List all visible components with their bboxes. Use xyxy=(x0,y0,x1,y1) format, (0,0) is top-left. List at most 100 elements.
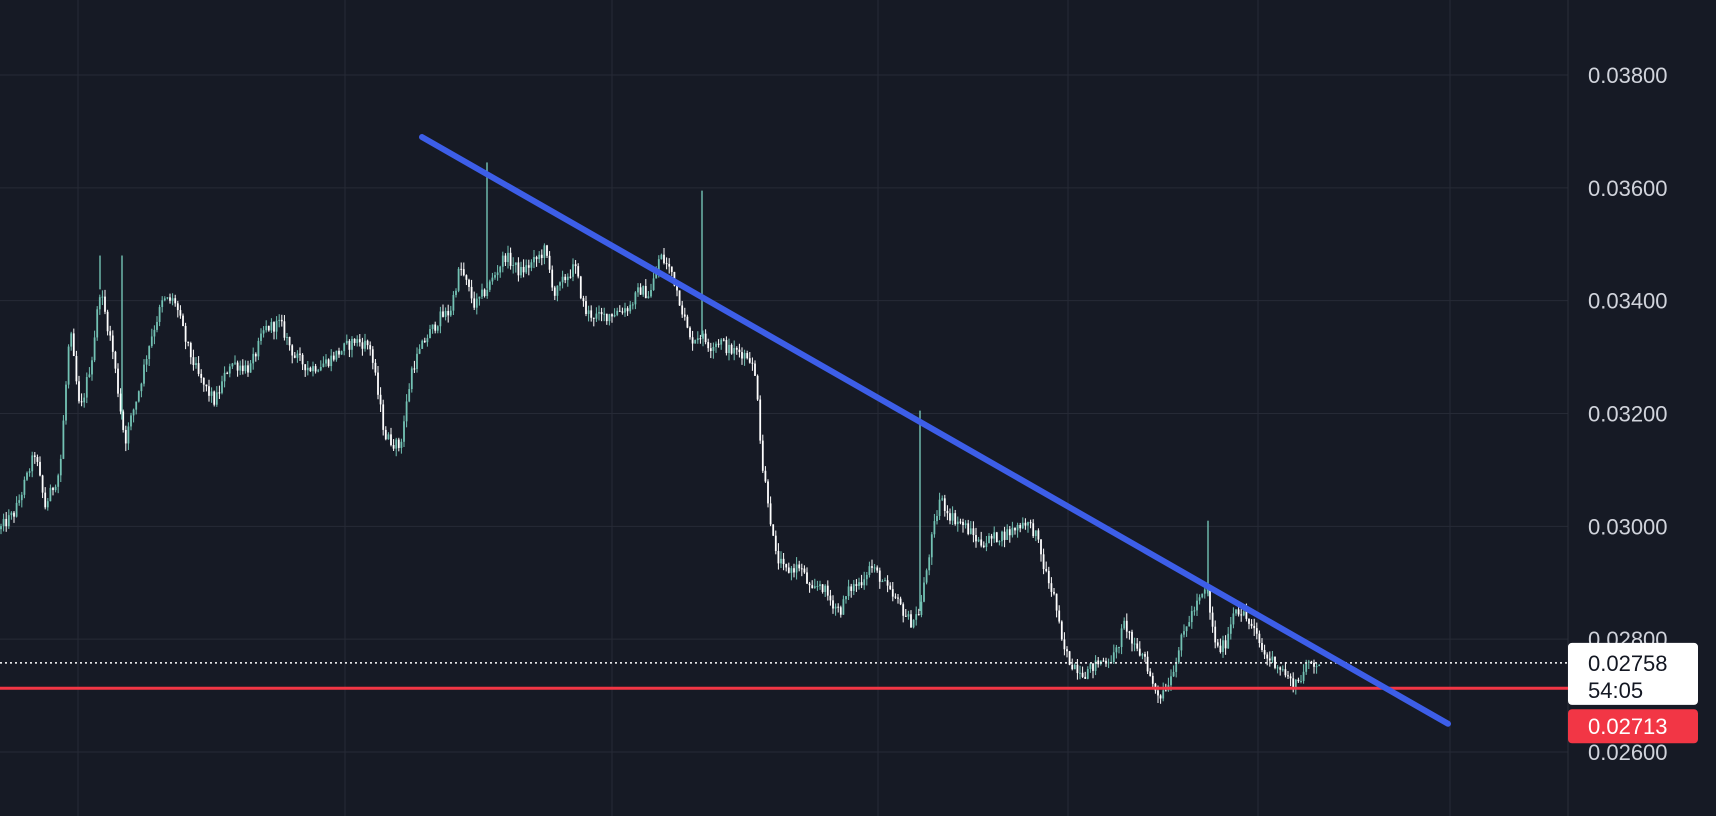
candle-body xyxy=(946,510,949,514)
candle-body xyxy=(785,564,788,568)
candle-body xyxy=(969,528,972,534)
candle-body xyxy=(244,365,247,372)
candle-body xyxy=(993,532,996,539)
candle-body xyxy=(842,599,845,615)
candle-body xyxy=(720,339,723,345)
candle-body xyxy=(161,300,164,308)
candle-body xyxy=(241,365,244,372)
candle-body xyxy=(1024,522,1027,526)
candle-body xyxy=(418,348,421,354)
candle-body xyxy=(777,551,780,564)
candle-body xyxy=(1219,645,1222,652)
candle-body xyxy=(1115,647,1118,653)
candle-body xyxy=(286,336,288,338)
candle-body xyxy=(652,278,655,291)
candle-body xyxy=(774,535,777,552)
last-price-label: 0.02758 xyxy=(1588,651,1668,676)
candle-body xyxy=(793,568,795,573)
candle-body xyxy=(600,312,603,315)
candle-body xyxy=(980,539,983,546)
candle-body xyxy=(1193,610,1196,612)
candle-body xyxy=(327,359,330,367)
candle-body xyxy=(143,364,145,384)
candle-body xyxy=(733,348,736,354)
candle-body xyxy=(145,358,148,365)
candle-body xyxy=(169,297,171,301)
candle-body xyxy=(881,581,884,583)
candle-body xyxy=(738,349,741,353)
candle-body xyxy=(1232,613,1235,625)
candle-body xyxy=(754,363,756,376)
candle-body xyxy=(707,342,710,349)
candle-body xyxy=(603,313,606,315)
candle-body xyxy=(72,333,75,356)
candle-body xyxy=(223,372,226,382)
candle-body xyxy=(1016,525,1019,531)
candle-body xyxy=(800,568,803,570)
candle-body xyxy=(1250,623,1253,626)
candle-body xyxy=(681,305,684,315)
candle-body xyxy=(59,458,62,476)
candle-body xyxy=(574,264,577,267)
candle-body xyxy=(569,276,572,278)
candle-body xyxy=(252,353,255,364)
candle-body xyxy=(543,245,546,259)
candle-body xyxy=(280,319,283,322)
candle-body xyxy=(382,404,385,430)
candle-body xyxy=(124,429,127,444)
price-tick-label: 0.02600 xyxy=(1588,740,1668,765)
candle-body xyxy=(189,343,192,358)
candle-body xyxy=(1214,626,1217,643)
candle-body xyxy=(416,353,418,369)
candle-body xyxy=(1102,660,1105,662)
candle-body xyxy=(49,487,52,502)
candle-body xyxy=(1112,652,1115,662)
candle-body xyxy=(1196,600,1198,611)
candle-body xyxy=(530,262,533,268)
candle-body xyxy=(759,399,762,441)
candle-body xyxy=(985,543,988,548)
candle-body xyxy=(494,275,496,278)
candle-body xyxy=(39,461,41,476)
candle-body xyxy=(140,383,143,392)
candle-body xyxy=(299,353,301,355)
candle-body xyxy=(231,363,234,367)
candle-body xyxy=(1289,676,1292,679)
candle-body xyxy=(249,363,252,373)
candle-body xyxy=(655,270,658,279)
candle-body xyxy=(1268,658,1271,661)
candle-body xyxy=(951,513,954,521)
candle-body xyxy=(642,286,645,295)
candle-body xyxy=(512,265,515,267)
candle-body xyxy=(312,366,314,372)
candle-body xyxy=(863,579,866,586)
candle-body xyxy=(85,377,88,398)
candle-body xyxy=(226,372,229,374)
candle-body xyxy=(616,310,619,315)
candle-body xyxy=(1287,675,1289,677)
candle-body xyxy=(166,297,169,299)
candle-body xyxy=(210,391,213,396)
candle-body xyxy=(182,315,184,326)
price-badges: 0.02758 54:05 0.02713 xyxy=(1568,642,1698,744)
candle-body xyxy=(1313,662,1315,667)
candle-body xyxy=(236,362,239,371)
candle-body xyxy=(988,535,990,544)
candle-body xyxy=(10,512,13,516)
candle-body xyxy=(1006,529,1009,540)
candle-body xyxy=(1019,525,1022,529)
candle-body xyxy=(296,353,299,358)
candle-body xyxy=(832,600,834,609)
price-tick-label: 0.03800 xyxy=(1588,63,1668,88)
candle-body xyxy=(348,340,351,350)
candle-body xyxy=(613,314,616,317)
candle-body xyxy=(325,359,327,364)
candle-body xyxy=(475,298,478,308)
candle-body xyxy=(1058,610,1061,622)
candle-body xyxy=(730,344,733,354)
candle-body xyxy=(509,252,512,266)
candle-body xyxy=(197,363,200,374)
candle-body xyxy=(1302,671,1305,682)
